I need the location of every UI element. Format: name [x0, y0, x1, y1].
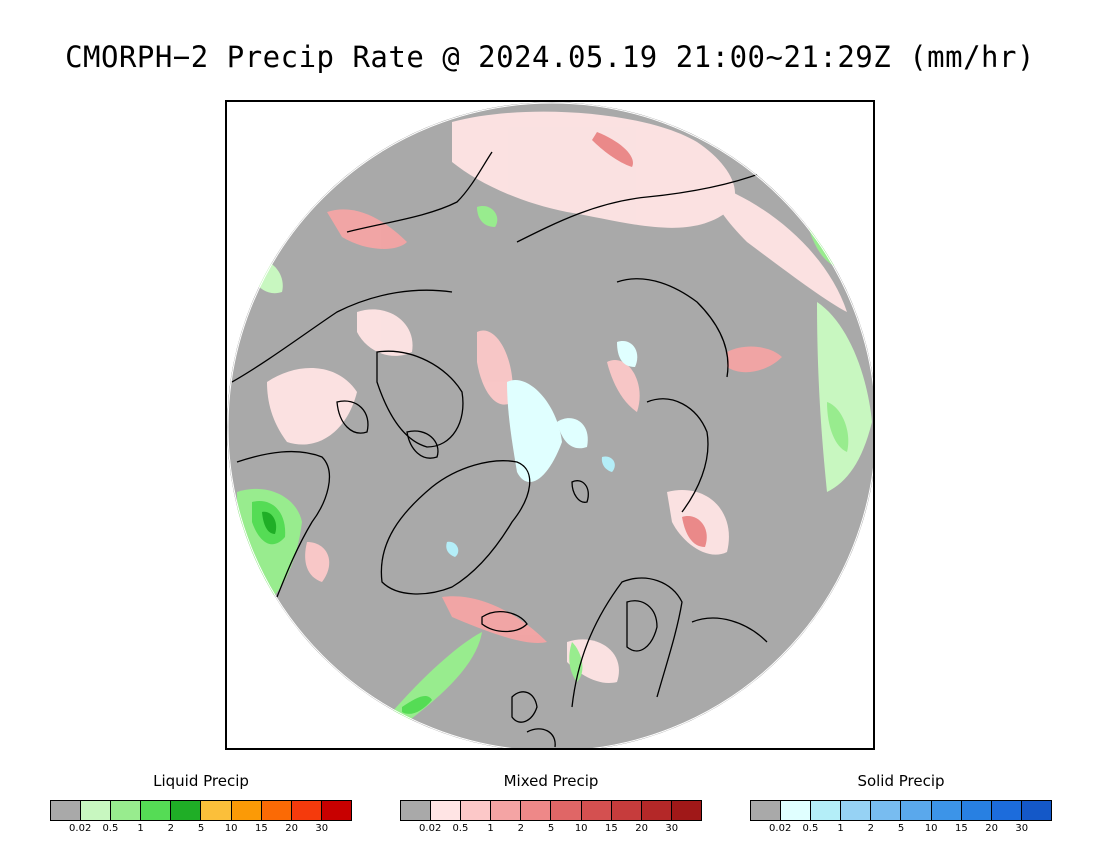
color-swatch — [111, 801, 142, 820]
color-swatch — [961, 801, 992, 820]
tick-label: 1 — [837, 823, 844, 834]
greenland-coast — [380, 460, 531, 595]
north-america-coast — [231, 289, 453, 383]
tick-label: 5 — [897, 823, 905, 834]
tick-label: 5 — [547, 823, 555, 834]
color-swatch — [871, 801, 902, 820]
tick-label: 30 — [665, 823, 679, 834]
tick-label: 0.02 — [419, 823, 442, 834]
color-swatch — [431, 801, 462, 820]
tick-label: 2 — [867, 823, 874, 834]
tick-label: 0.02 — [69, 823, 92, 834]
tick-label: 1 — [137, 823, 144, 834]
color-swatch — [51, 801, 82, 820]
color-swatch — [521, 801, 552, 820]
scandinavia-coast — [571, 577, 683, 708]
map-title: CMORPH−2 Precip Rate @ 2024.05.19 21:00~… — [65, 40, 1035, 74]
tick-label: 0.5 — [802, 823, 819, 834]
liquid-precip-legend: Liquid Precip 0.02 0.5 1 2 5 10 15 20 30 — [50, 772, 352, 837]
tick-label: 15 — [605, 823, 618, 834]
color-swatch — [901, 801, 932, 820]
polar-map-svg — [227, 102, 873, 748]
iceland-coast — [481, 611, 528, 633]
color-swatch — [671, 801, 701, 820]
mixed-precip-areas — [267, 111, 847, 683]
color-bar — [50, 800, 352, 821]
tick-labels: 0.02 0.5 1 2 5 10 15 20 30 — [750, 823, 1052, 837]
color-swatch — [751, 801, 782, 820]
tick-label: 10 — [924, 823, 938, 834]
color-swatch — [551, 801, 582, 820]
tick-label: 1 — [487, 823, 494, 834]
color-swatch — [641, 801, 672, 820]
color-swatch — [841, 801, 872, 820]
color-swatch — [491, 801, 522, 820]
tick-labels: 0.02 0.5 1 2 5 10 15 20 30 — [400, 823, 702, 837]
tick-label: 15 — [955, 823, 968, 834]
color-swatch — [401, 801, 432, 820]
tick-label: 20 — [985, 823, 998, 834]
color-swatch — [931, 801, 962, 820]
color-swatch — [581, 801, 612, 820]
tick-label: 30 — [315, 823, 329, 834]
color-swatch — [231, 801, 262, 820]
precip-map — [225, 100, 875, 750]
color-bar — [400, 800, 702, 821]
color-swatch — [261, 801, 292, 820]
tick-label: 5 — [197, 823, 205, 834]
tick-label: 15 — [255, 823, 268, 834]
tick-label: 30 — [1015, 823, 1029, 834]
legend-title: Liquid Precip — [153, 772, 249, 790]
color-swatch — [1021, 801, 1051, 820]
color-swatch — [81, 801, 112, 820]
solid-precip-areas — [446, 341, 638, 557]
tick-labels: 0.02 0.5 1 2 5 10 15 20 30 — [50, 823, 352, 837]
legend-title: Mixed Precip — [503, 772, 599, 790]
tick-label: 20 — [635, 823, 648, 834]
mixed-precip-legend: Mixed Precip 0.02 0.5 1 2 5 10 15 20 30 — [400, 772, 702, 837]
alaska-coast — [346, 151, 493, 233]
tick-label: 2 — [167, 823, 174, 834]
color-swatch — [811, 801, 842, 820]
color-swatch — [201, 801, 232, 820]
tick-label: 10 — [574, 823, 588, 834]
color-swatch — [611, 801, 642, 820]
coastlines — [231, 151, 788, 748]
tick-label: 2 — [517, 823, 524, 834]
tick-label: 20 — [285, 823, 298, 834]
color-swatch — [781, 801, 812, 820]
color-swatch — [461, 801, 492, 820]
canadian-archipelago-coast — [376, 350, 464, 448]
tick-label: 0.02 — [769, 823, 792, 834]
tick-label: 0.5 — [102, 823, 119, 834]
british-isles-coast — [511, 691, 538, 723]
tick-label: 10 — [224, 823, 238, 834]
color-bar — [750, 800, 1052, 821]
solid-precip-legend: Solid Precip 0.02 0.5 1 2 5 10 15 20 30 — [750, 772, 1052, 837]
color-swatch — [141, 801, 172, 820]
color-swatch — [321, 801, 351, 820]
tick-label: 0.5 — [452, 823, 469, 834]
legend-title: Solid Precip — [857, 772, 945, 790]
color-swatch — [291, 801, 322, 820]
siberia-coast — [516, 161, 788, 243]
color-swatch — [991, 801, 1022, 820]
color-swatch — [171, 801, 202, 820]
